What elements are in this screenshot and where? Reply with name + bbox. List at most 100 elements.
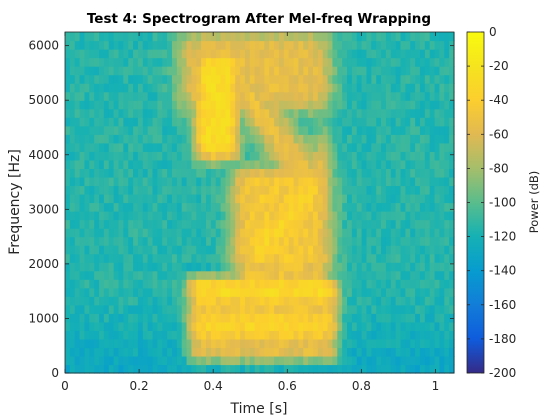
heatmap-cell: [371, 330, 377, 340]
heatmap-cell: [108, 185, 115, 195]
heatmap-cell: [410, 202, 416, 212]
heatmap-cell: [176, 100, 183, 110]
heatmap-cell: [381, 219, 387, 229]
heatmap-cell: [293, 355, 299, 366]
heatmap-cell: [89, 211, 95, 221]
heatmap-cell: [84, 236, 90, 246]
heatmap-cell: [371, 355, 377, 366]
heatmap-cell: [385, 108, 392, 118]
heatmap-cell: [390, 49, 397, 59]
heatmap-cell: [108, 202, 115, 212]
heatmap-cell: [361, 355, 368, 366]
heatmap-cell: [312, 355, 319, 366]
heatmap-cell: [283, 236, 290, 246]
heatmap-cell: [176, 279, 183, 289]
heatmap-cell: [361, 279, 368, 289]
heatmap-cell: [429, 49, 436, 59]
heatmap-cell: [152, 151, 158, 161]
heatmap-cell: [308, 219, 314, 229]
heatmap-cell: [347, 355, 353, 366]
heatmap-cell: [176, 202, 183, 212]
heatmap-cell: [366, 57, 372, 67]
heatmap-cell: [288, 32, 295, 42]
heatmap-cell: [181, 279, 188, 289]
heatmap-cell: [419, 228, 426, 238]
heatmap-cell: [225, 134, 231, 144]
heatmap-cell: [424, 321, 431, 331]
heatmap-cell: [181, 347, 188, 357]
heatmap-cell: [400, 57, 406, 67]
heatmap-cell: [215, 202, 222, 212]
heatmap-cell: [293, 211, 299, 221]
heatmap-cell: [196, 304, 202, 314]
heatmap-cell: [424, 364, 431, 374]
heatmap-cell: [347, 321, 353, 331]
heatmap-cell: [191, 211, 197, 221]
heatmap-cell: [264, 279, 270, 289]
colorbar-tick-label: -120: [489, 230, 516, 244]
heatmap-cell: [322, 202, 329, 212]
heatmap-cell: [240, 219, 246, 229]
heatmap-cell: [332, 66, 338, 76]
heatmap-cell: [79, 32, 86, 42]
heatmap-cell: [133, 32, 139, 42]
heatmap-cell: [79, 83, 86, 93]
heatmap-cell: [361, 176, 368, 187]
heatmap-cell: [317, 49, 324, 59]
heatmap-cell: [351, 32, 358, 42]
heatmap-cell: [133, 321, 139, 331]
heatmap-cell: [171, 245, 178, 255]
heatmap-cell: [249, 219, 256, 229]
heatmap-cell: [419, 330, 426, 340]
heatmap-cell: [162, 32, 168, 42]
heatmap-cell: [113, 245, 120, 255]
heatmap-cell: [235, 32, 241, 42]
heatmap-cell: [351, 364, 358, 374]
heatmap-cell: [147, 211, 154, 221]
heatmap-cell: [332, 100, 338, 110]
heatmap-cell: [103, 142, 110, 152]
heatmap-cell: [69, 168, 76, 178]
heatmap-cell: [298, 125, 304, 135]
heatmap-cell: [84, 253, 90, 263]
heatmap-cell: [65, 66, 71, 76]
heatmap-cell: [424, 100, 431, 110]
heatmap-cell: [210, 313, 217, 323]
heatmap-cell: [210, 159, 217, 170]
heatmap-cell: [171, 91, 178, 101]
heatmap-cell: [113, 253, 120, 263]
x-axis-label: Time [s]: [230, 401, 288, 417]
heatmap-cell: [79, 270, 86, 280]
heatmap-cell: [69, 125, 76, 135]
heatmap-cell: [278, 253, 285, 263]
heatmap-cell: [410, 330, 416, 340]
heatmap-cell: [157, 287, 163, 297]
heatmap-cell: [123, 364, 129, 374]
heatmap-cell: [230, 117, 236, 127]
heatmap-cell: [210, 168, 217, 178]
heatmap-cell: [254, 304, 261, 314]
heatmap-cell: [74, 32, 81, 42]
heatmap-cell: [303, 364, 309, 374]
heatmap-cell: [147, 313, 154, 323]
heatmap-cell: [142, 211, 149, 221]
heatmap-cell: [74, 253, 81, 263]
heatmap-cell: [385, 245, 392, 255]
heatmap-cell: [405, 91, 411, 101]
heatmap-cell: [74, 193, 81, 204]
x-tick-label: 0.8: [352, 379, 371, 393]
heatmap-cell: [351, 236, 358, 246]
heatmap-cell: [449, 355, 455, 366]
heatmap-cell: [424, 236, 431, 246]
heatmap-cell: [385, 91, 392, 101]
heatmap-cell: [381, 253, 387, 263]
heatmap-cell: [118, 100, 124, 110]
heatmap-cell: [128, 100, 134, 110]
heatmap-cell: [147, 32, 154, 42]
heatmap-cell: [361, 168, 368, 178]
heatmap-cell: [434, 40, 441, 50]
heatmap-cell: [410, 253, 416, 263]
heatmap-cell: [123, 176, 129, 187]
heatmap-cell: [244, 347, 251, 357]
heatmap-cell: [405, 159, 411, 170]
